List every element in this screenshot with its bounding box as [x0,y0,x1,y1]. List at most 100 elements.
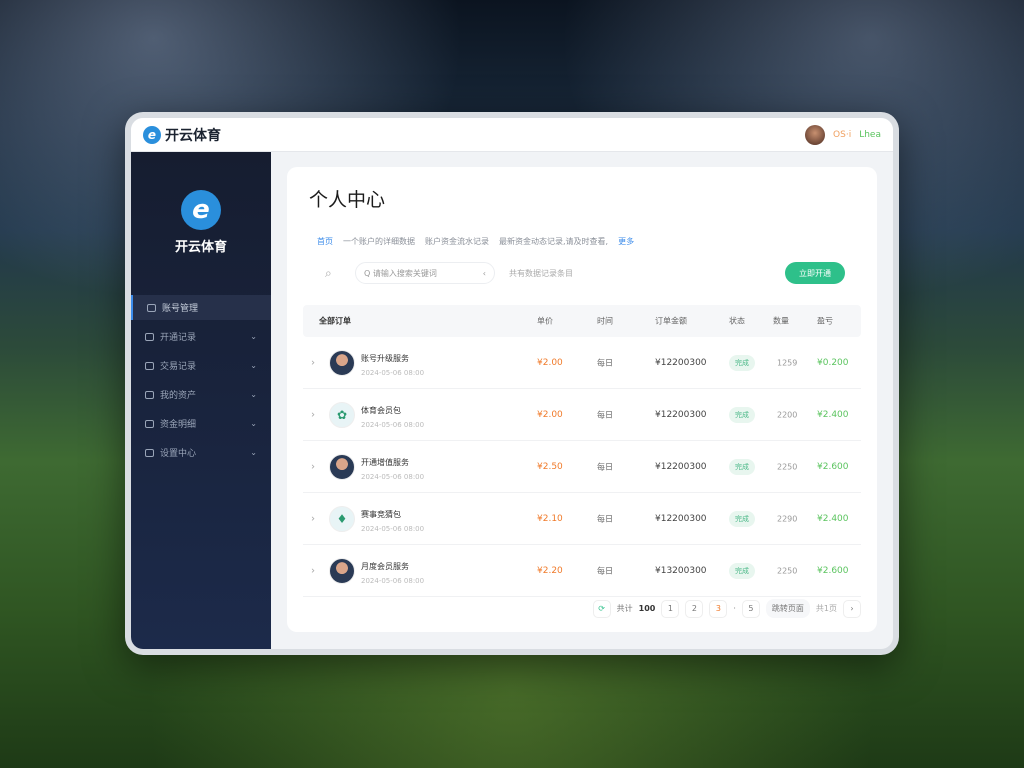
expand-chevron-icon[interactable]: › [311,565,315,576]
row-date: 2024-05-06 08:00 [361,525,425,533]
page-button[interactable]: 2 [685,599,704,618]
chevron-left-icon: ‹ [482,268,486,278]
sidebar-item-label: 账号管理 [162,304,199,314]
chevron-down-icon: ⌄ [250,361,257,370]
sidebar-logo-icon: e [181,190,221,230]
row-price: ¥2.20 [537,565,563,576]
sidebar-item[interactable]: 交易记录 ⌄ [131,353,271,378]
row-name: 赛事竞猜包 [361,510,401,519]
table-row[interactable]: › 开通增值服务 2024-05-06 08:00 ¥2.50 每日 ¥12200300 完… [303,441,861,493]
breadcrumb: 首页 一个账户的详细数据 账户资金流水记录 最新资金动态记录,请及时查看, 更多 [317,236,861,247]
row-unit: 每日 [597,566,613,575]
next-page-button[interactable]: › [843,599,861,618]
status-badge: 完成 [729,562,755,579]
table-row[interactable]: › 月度会员服务 2024-05-06 08:00 ¥2.20 每日 ¥13200300 完… [303,545,861,597]
chevron-down-icon: ⌄ [250,332,257,341]
sidebar-item[interactable]: 开通记录 ⌄ [131,324,271,349]
column-header: 时间 [597,316,613,326]
table-row[interactable]: › ♦ 赛事竞猜包 2024-05-06 08:00 ¥2.10 每日 ¥12200300 完… [303,493,861,545]
column-header: 数量 [773,316,789,326]
user-avatar[interactable] [805,124,826,145]
total-label: 共计 [616,604,633,613]
search-icon[interactable]: ⌕ [325,265,332,280]
breadcrumb-item[interactable]: 更多 [618,237,635,246]
brand-name: 开云体育 [165,127,221,144]
jump-button[interactable]: 跳转页面 [765,599,810,618]
row-avatar: ✿ [329,401,355,428]
sidebar-item-label: 资金明细 [160,420,197,430]
menu-item-icon [145,361,154,370]
sidebar: e 开云体育 账号管理 开通记录 ⌄ 交易记录 ⌄ 我的资产 ⌄ 资金明细 ⌄ 设置中心 ⌄ [131,152,271,649]
search-input[interactable]: Q 请输入搜索关键词 ‹ [355,262,495,284]
status-badge: 完成 [729,406,755,423]
row-avatar [329,349,355,376]
row-avatar [329,557,355,584]
row-name: 开通增值服务 [361,458,409,467]
menu-item-icon [145,390,154,399]
app-window: e 开云体育 ОS·i Lhea e 开云体育 账号管理 开通记录 ⌄ 交易记录 ⌄ 我的… [125,112,899,655]
refresh-icon[interactable]: ⟳ [592,599,611,618]
table-row[interactable]: › 账号升级服务 2024-05-06 08:00 ¥2.00 每日 ¥12200300 完… [303,337,861,389]
expand-chevron-icon[interactable]: › [311,409,315,420]
row-name: 账号升级服务 [361,354,409,363]
action-button[interactable]: 立即开通 [785,262,845,284]
row-name: 月度会员服务 [361,562,409,571]
table-header: 全部订单 单价 时间 订单金额 状态 数量 盈亏 [303,305,861,337]
chevron-down-icon: ⌄ [250,419,257,428]
sidebar-item[interactable]: 我的资产 ⌄ [131,382,271,407]
row-gain: ¥2.600 [817,565,849,576]
status-badge: 完成 [729,354,755,371]
status-badge: 完成 [729,510,755,527]
row-unit: 每日 [597,410,613,419]
page-button[interactable]: 1 [661,599,680,618]
page-of: 共1页 [815,604,837,613]
sidebar-item-label: 设置中心 [160,449,197,459]
row-name: 体育会员包 [361,406,401,415]
breadcrumb-item[interactable]: 首页 [317,237,333,246]
row-gain: ¥2.600 [817,461,849,472]
row-count: 1259 [777,358,798,367]
expand-chevron-icon[interactable]: › [311,461,315,472]
search-hint: 共有数据记录条目 [509,268,573,278]
sidebar-item-label: 我的资产 [160,391,197,401]
row-avatar [329,453,355,480]
expand-chevron-icon[interactable]: › [311,513,315,524]
column-header: 状态 [729,316,745,326]
user-status: Lhea [859,129,881,140]
sidebar-item[interactable]: 设置中心 ⌄ [131,440,271,465]
sidebar-item[interactable]: 资金明细 ⌄ [131,411,271,436]
page-button-last[interactable]: 5 [741,599,760,618]
row-count: 2250 [777,462,798,471]
menu-item-icon [147,303,156,312]
sidebar-item-label: 交易记录 [160,362,197,372]
row-unit: 每日 [597,358,613,367]
expand-chevron-icon[interactable]: › [311,357,315,368]
row-avatar: ♦ [329,505,355,532]
row-date: 2024-05-06 08:00 [361,421,425,429]
row-date: 2024-05-06 08:00 [361,473,425,481]
chevron-down-icon: ⌄ [250,390,257,399]
pagination-ellipsis: · [733,604,736,613]
row-amount: ¥12200300 [655,409,707,420]
breadcrumb-item[interactable]: 最新资金动态记录,请及时查看, [499,237,609,246]
sidebar-item-label: 开通记录 [160,333,197,343]
user-name[interactable]: ОS·i [833,129,852,140]
breadcrumb-item[interactable]: 账户资金流水记录 [425,237,489,246]
row-count: 2200 [777,410,798,419]
top-bar: e 开云体育 ОS·i Lhea [131,118,893,152]
row-gain: ¥2.400 [817,513,849,524]
breadcrumb-item[interactable]: 一个账户的详细数据 [343,237,415,246]
table-row[interactable]: › ✿ 体育会员包 2024-05-06 08:00 ¥2.00 每日 ¥12200300 完… [303,389,861,441]
sidebar-item[interactable]: 账号管理 [131,295,271,320]
row-unit: 每日 [597,514,613,523]
row-price: ¥2.00 [537,409,563,420]
column-header: 单价 [537,316,553,326]
total-count: 100 [638,604,656,613]
page-button[interactable]: 3 [709,599,728,618]
row-count: 2250 [777,566,798,575]
row-amount: ¥12200300 [655,513,707,524]
row-date: 2024-05-06 08:00 [361,577,425,585]
row-count: 2290 [777,514,798,523]
row-price: ¥2.50 [537,461,563,472]
row-gain: ¥0.200 [817,357,849,368]
